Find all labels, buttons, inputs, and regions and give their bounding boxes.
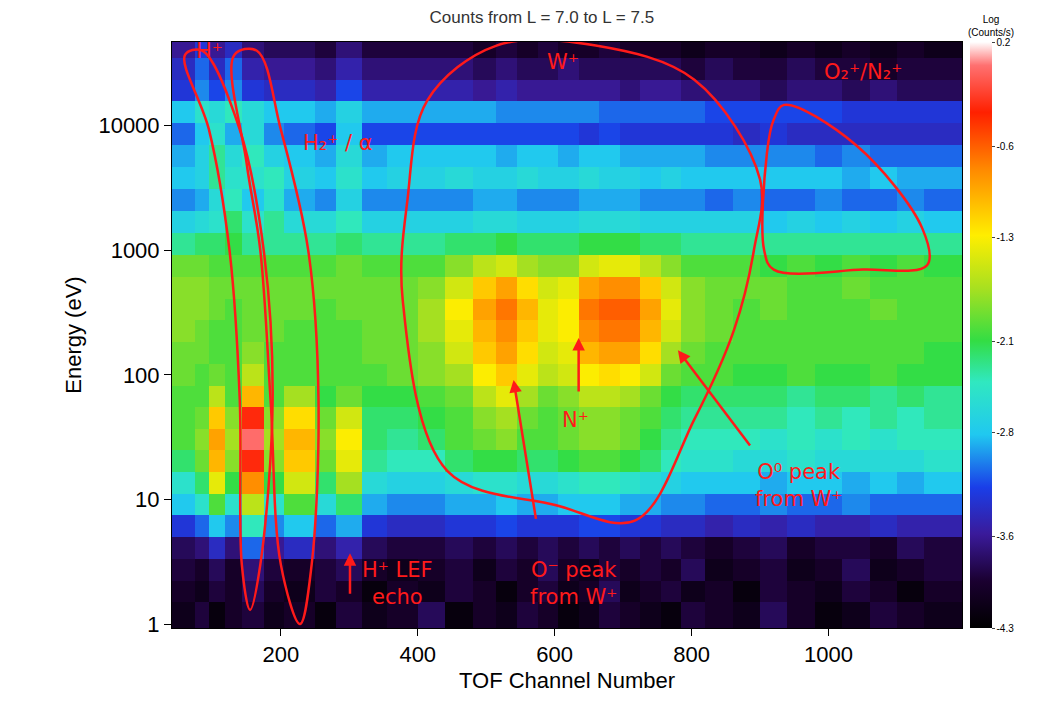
svg-text:-1.3: -1.3 [997,232,1015,243]
svg-text:O⁻ peakfrom W⁺: O⁻ peakfrom W⁺ [530,558,617,609]
svg-text:N⁺: N⁺ [562,408,589,432]
svg-text:-3.6: -3.6 [997,531,1015,542]
svg-text:0.2: 0.2 [997,37,1011,48]
svg-text:1: 1 [147,612,159,637]
svg-text:1000: 1000 [111,238,160,263]
svg-text:W⁺: W⁺ [547,50,579,74]
svg-text:100: 100 [123,363,160,388]
svg-text:400: 400 [399,642,436,667]
svg-text:Counts from L = 7.0 to L = 7.5: Counts from L = 7.0 to L = 7.5 [430,8,655,27]
svg-text:200: 200 [262,642,299,667]
svg-text:-0.6: -0.6 [997,141,1015,152]
svg-text:10000: 10000 [98,113,159,138]
svg-text:Energy (eV): Energy (eV) [61,276,86,393]
svg-text:O⁰ peakfrom W⁺: O⁰ peakfrom W⁺ [755,460,842,511]
svg-text:H⁺ LEFecho: H⁺ LEFecho [362,558,433,609]
svg-text:600: 600 [536,642,573,667]
svg-text:H₂⁺ / α: H₂⁺ / α [303,131,373,155]
svg-text:O₂⁺/N₂⁺: O₂⁺/N₂⁺ [824,60,902,84]
svg-text:-2.1: -2.1 [997,336,1015,347]
svg-text:1000: 1000 [804,642,853,667]
svg-text:Log(Counts/s): Log(Counts/s) [968,14,1014,38]
svg-text:H⁺: H⁺ [196,39,223,63]
svg-text:TOF Channel Number: TOF Channel Number [459,668,675,693]
svg-text:-4.3: -4.3 [997,623,1015,634]
svg-text:800: 800 [673,642,710,667]
svg-text:10: 10 [135,487,159,512]
svg-text:-2.8: -2.8 [997,427,1015,438]
